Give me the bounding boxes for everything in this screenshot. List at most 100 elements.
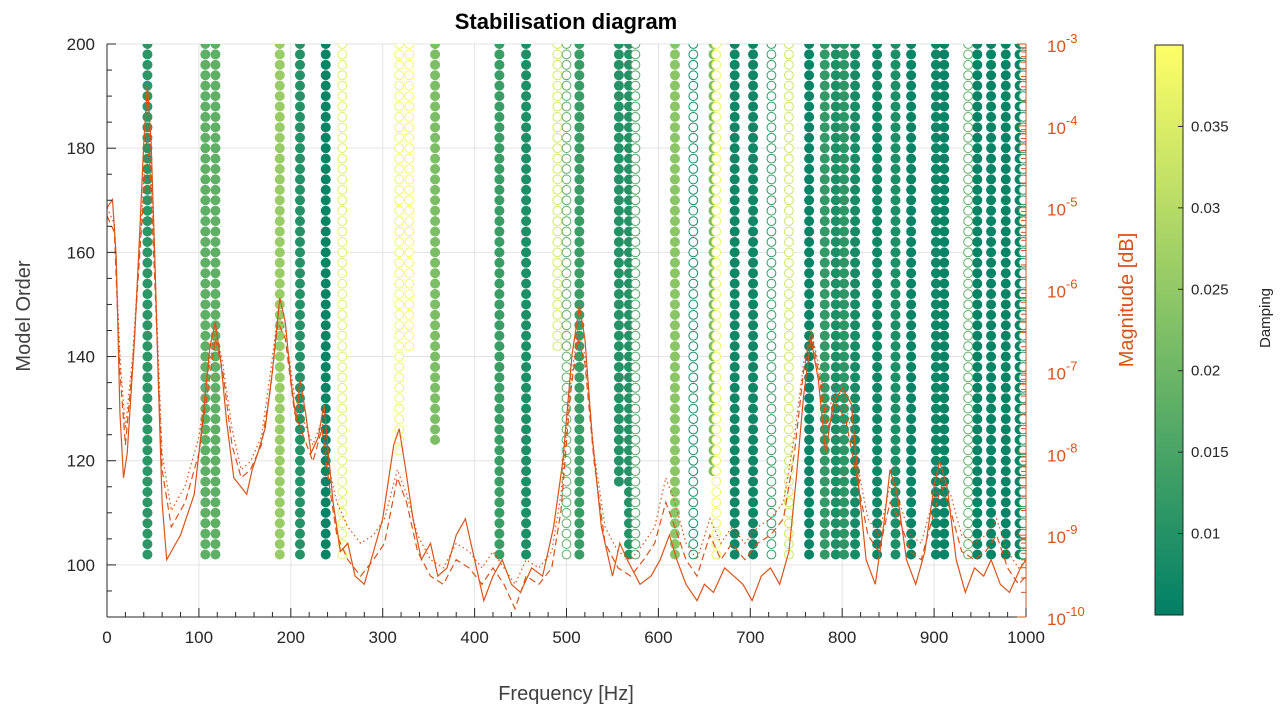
stable-pole-marker [986,382,997,393]
stable-pole-marker [574,226,585,237]
stable-pole-marker [906,268,917,279]
stable-pole-marker [906,320,917,331]
stable-pole-marker [574,101,585,112]
stable-pole-marker [872,372,883,383]
unstable-pole-marker [688,44,699,49]
stable-pole-marker [906,486,917,497]
stable-pole-marker [972,132,983,143]
unstable-pole-marker [1018,205,1026,216]
stable-pole-marker [729,414,740,425]
unstable-pole-marker [963,341,974,352]
stable-pole-marker [839,289,850,300]
stable-pole-marker [210,549,221,560]
stable-pole-marker [972,341,983,352]
stable-pole-marker [294,549,305,560]
stable-pole-marker [294,122,305,133]
unstable-pole-marker [688,184,699,195]
stable-pole-marker [890,372,901,383]
stable-pole-marker [200,320,211,331]
stable-pole-marker [210,143,221,154]
unstable-pole-marker [394,257,405,268]
unstable-pole-marker [552,122,563,133]
stable-pole-marker [906,497,917,508]
unstable-pole-marker [688,91,699,101]
stable-pole-marker [986,299,997,310]
stable-pole-marker [986,486,997,497]
stable-pole-marker [906,341,917,352]
stable-pole-marker [939,403,950,414]
stable-pole-marker [972,80,983,91]
unstable-pole-marker [711,278,722,289]
unstable-pole-marker [766,299,777,310]
stable-pole-marker [274,434,285,445]
unstable-pole-marker [394,403,405,414]
stable-pole-marker [430,236,441,247]
unstable-pole-marker [783,195,794,206]
stable-pole-marker [142,497,153,508]
unstable-pole-marker [963,445,974,456]
unstable-pole-marker [711,289,722,299]
stable-pole-marker [819,164,830,175]
stable-pole-marker [939,289,950,300]
stable-pole-marker [574,476,585,487]
stable-pole-marker [890,320,901,331]
unstable-pole-marker [561,518,572,529]
unstable-pole-marker [630,70,641,81]
stable-pole-marker [890,236,901,247]
stable-pole-marker [839,101,850,112]
stable-pole-marker [890,289,901,300]
stable-pole-marker [839,111,850,122]
colorbar-tick-label: 0.02 [1191,363,1220,380]
stable-pole-marker [872,184,883,195]
unstable-pole-marker [404,143,415,154]
stable-pole-marker [574,184,585,195]
unstable-pole-marker [1018,226,1026,237]
stable-pole-marker [804,111,815,122]
stable-pole-marker [748,184,759,195]
unstable-pole-marker [963,507,974,518]
unstable-pole-marker [394,122,405,133]
stable-pole-marker [748,330,759,341]
unstable-pole-marker [963,434,974,445]
stable-pole-marker [729,278,740,289]
x-tick-label: 600 [644,628,672,647]
unstable-pole-marker [404,122,415,133]
stable-pole-marker [521,49,532,60]
stable-pole-marker [669,309,680,320]
unstable-pole-marker [711,362,722,372]
unstable-pole-marker [630,424,641,435]
stable-pole-marker [804,226,815,237]
stable-pole-marker [729,174,740,185]
stable-pole-marker [430,351,441,362]
stable-pole-marker [494,80,505,91]
unstable-pole-marker [552,49,563,60]
stable-pole-marker [521,299,532,310]
stable-pole-marker [669,205,680,216]
unstable-pole-marker [561,372,572,383]
stable-pole-marker [521,101,532,112]
stable-pole-marker [729,330,740,341]
stable-pole-marker [294,466,305,477]
stable-pole-marker [200,70,211,81]
stable-pole-marker [320,111,331,122]
unstable-pole-marker [337,518,348,529]
stable-pole-marker [142,205,153,216]
stable-pole-marker [729,539,740,550]
unstable-pole-marker [963,362,974,372]
stable-pole-marker [669,330,680,341]
unstable-pole-marker [766,80,777,91]
unstable-pole-marker [766,112,777,122]
stable-pole-marker [729,424,740,435]
stable-pole-marker [613,289,624,300]
stable-pole-marker [729,268,740,279]
stable-pole-marker [839,44,850,49]
y2-tick-exponent: -6 [1066,277,1078,292]
unstable-pole-marker [688,278,699,289]
unstable-pole-marker [552,80,563,91]
stable-pole-marker [430,101,441,112]
unstable-pole-marker [561,226,572,237]
stable-pole-marker [872,403,883,414]
stable-pole-marker [320,382,331,393]
unstable-pole-marker [766,289,777,299]
stable-pole-marker [669,184,680,195]
